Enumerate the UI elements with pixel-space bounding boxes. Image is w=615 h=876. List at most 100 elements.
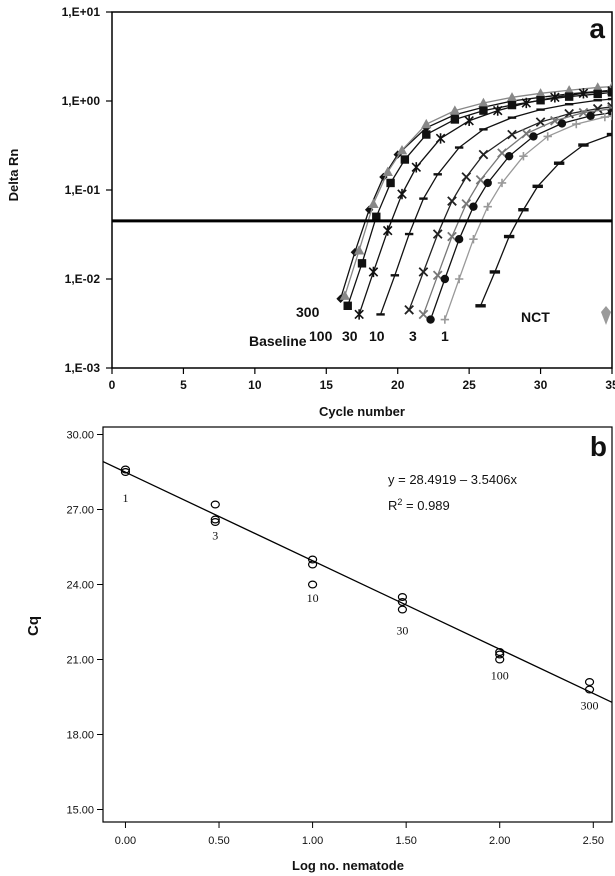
data-point: [584, 685, 595, 694]
point-label: 10: [307, 591, 319, 605]
data-point-plus: [519, 151, 528, 161]
series-line: [379, 98, 612, 315]
data-point-triangle: [339, 290, 351, 300]
label-3: 3: [409, 328, 417, 344]
y-tick-label: 1,E-01: [65, 183, 101, 197]
y-tick-label: 1,E+00: [62, 94, 101, 108]
data-point-cross: [432, 270, 443, 281]
point-label: 100: [491, 669, 509, 683]
point-label: 30: [396, 624, 408, 638]
y-tick-label: 1,E-02: [65, 272, 101, 286]
point-label: 300: [581, 699, 599, 713]
data-point-circle: [440, 274, 450, 284]
y-axis-title: Delta Rn: [6, 149, 21, 202]
data-point-star: [354, 309, 364, 320]
y-tick-label: 30.00: [66, 430, 94, 442]
data-point-square: [400, 155, 410, 164]
x-tick-label: 35: [605, 378, 615, 392]
data-point-star: [368, 266, 379, 278]
data-point-triangle: [506, 92, 518, 102]
data-point: [120, 465, 131, 474]
data-point-cross: [497, 148, 507, 158]
data-point-star: [382, 225, 393, 236]
label-300: 300: [296, 304, 320, 320]
label-10: 10: [369, 328, 385, 344]
x-tick-label: 15: [320, 378, 334, 392]
panel-label-a: a: [589, 13, 605, 44]
data-point-triangle: [396, 145, 408, 155]
nct-marker-diamond: [601, 306, 611, 325]
x-tick-label: 0: [109, 378, 116, 392]
data-point-circle: [586, 111, 595, 121]
data-point-plus: [607, 111, 612, 121]
data-point: [397, 605, 408, 614]
x-tick-label: 2.00: [489, 835, 510, 847]
series-1-plus: [440, 111, 612, 324]
data-point-star: [492, 105, 503, 116]
data-point-star: [411, 162, 422, 173]
data-point-cross: [418, 309, 429, 320]
x-tick-label: 0.00: [115, 835, 136, 847]
y-tick-label: 21.00: [66, 655, 94, 667]
y-tick-label: 1,E+01: [62, 5, 101, 19]
regression-line: [102, 460, 613, 703]
data-point-square: [564, 92, 574, 101]
data-point: [495, 650, 505, 659]
data-point-square: [372, 212, 381, 221]
data-point-circle: [426, 315, 435, 324]
data-point-plus: [543, 132, 552, 141]
series-100-square: [343, 88, 612, 310]
data-point-square: [593, 89, 602, 99]
data-point: [210, 515, 220, 524]
data-point-circle: [469, 202, 478, 211]
y-tick-label: 1,E-03: [65, 361, 101, 375]
data-point-square: [357, 259, 367, 268]
y-tick-label: 24.00: [66, 580, 94, 592]
data-point-triangle: [421, 118, 432, 129]
data-point-cross: [535, 117, 546, 127]
series-3-circle: [426, 108, 612, 324]
data-point-square: [386, 178, 395, 188]
data-point-cross: [404, 305, 414, 315]
series-line: [422, 108, 612, 315]
r-squared-value: = 0.989: [402, 498, 449, 513]
data-point-triangle: [353, 245, 365, 255]
data-point-star: [607, 85, 612, 97]
point-label: 1: [122, 491, 128, 505]
data-point-cross: [461, 172, 472, 182]
data-point-circle: [483, 178, 492, 188]
data-point-triangle: [535, 88, 546, 98]
data-point-circle: [504, 151, 514, 161]
point-label: 3: [212, 529, 218, 543]
data-point-triangle: [368, 198, 379, 208]
data-point-plus: [600, 112, 610, 122]
data-point-triangle: [449, 105, 461, 115]
x-axis-title: Log no. nematode: [292, 858, 404, 873]
data-point: [210, 517, 220, 526]
data-point-star: [464, 115, 474, 126]
data-point-cross: [432, 229, 443, 239]
data-point-cross: [418, 267, 429, 277]
data-point-plus: [454, 274, 464, 284]
panel-a-amplification-chart: 1,E-03 1,E-02 1,E-01 1,E+00 1,E+01 0 5 10 15 20 25…: [6, 5, 615, 419]
data-point-plus: [572, 119, 581, 129]
data-point: [307, 560, 318, 569]
r-squared-prefix: R: [388, 498, 397, 513]
panel-label-b: b: [590, 431, 607, 462]
label-1: 1: [441, 328, 449, 344]
data-point-square: [507, 100, 517, 110]
data-point-cross: [461, 198, 472, 209]
data-point: [307, 555, 318, 564]
data-point: [120, 468, 131, 477]
x-tick-label: 1.00: [302, 835, 323, 847]
amplification-curves: [336, 81, 612, 324]
data-point-triangle: [563, 85, 575, 95]
plot-area-frame: [102, 426, 613, 823]
x-tick-label: 2.50: [583, 835, 604, 847]
y-tick-label: 15.00: [66, 805, 94, 817]
series-10-dash: [376, 97, 612, 316]
data-point-star: [521, 97, 532, 109]
data-point: [307, 580, 318, 589]
